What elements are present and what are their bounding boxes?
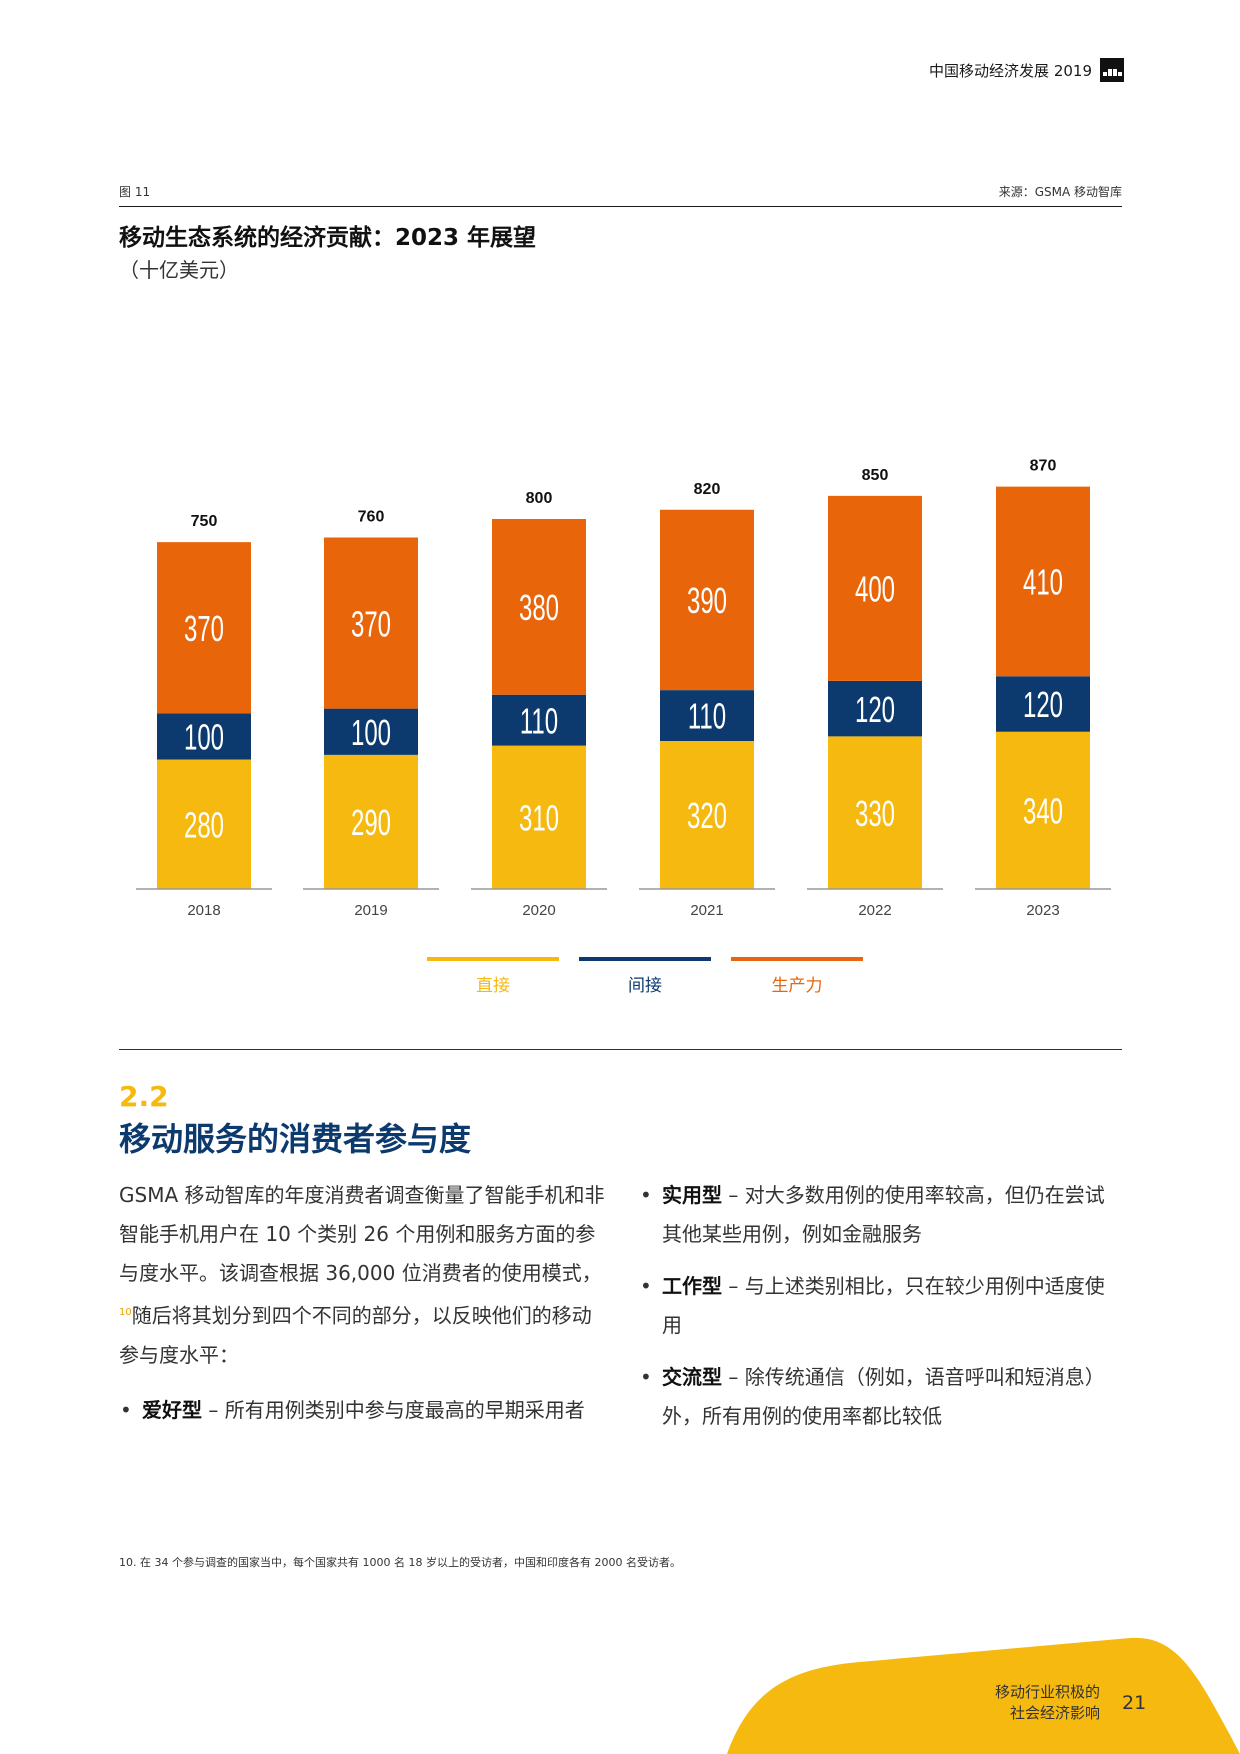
- section-number: 2.2: [119, 1080, 169, 1113]
- page-number: 21: [1122, 1692, 1147, 1714]
- section-divider: [119, 1049, 1122, 1050]
- legend-swatch-productivity: [731, 957, 863, 961]
- bullet-dot: •: [640, 1183, 652, 1207]
- bar-segment: [324, 537, 418, 709]
- bullet-dot: •: [640, 1365, 652, 1389]
- total-value-label: 750: [191, 513, 218, 530]
- stacked-bar-chart: 280 100 370 750 2018 290 100 370 760 2019 310 110 38…: [136, 458, 1111, 919]
- bar-segment: [996, 486, 1090, 677]
- intro-text-part1: GSMA 移动智库的年度消费者调查衡量了智能手机和非智能手机用户在 10 个类别…: [119, 1183, 605, 1285]
- segment-value-label: 120: [1023, 685, 1063, 725]
- segment-value-label: 110: [520, 702, 558, 742]
- legend-label-direct: 直接: [476, 976, 510, 996]
- bullet-item: • 工作型 – 与上述类别相比，只在较少用例中适度使用: [640, 1267, 1122, 1345]
- report-title: 中国移动经济发展 2019: [929, 62, 1092, 80]
- legend-swatch-indirect: [579, 957, 711, 961]
- total-value-label: 820: [694, 481, 721, 498]
- legend-item-indirect: 间接: [579, 957, 711, 996]
- bar-segment: [492, 519, 586, 695]
- bar-segment: [660, 741, 754, 889]
- legend-item-direct: 直接: [427, 957, 559, 996]
- segment-value-label: 370: [351, 604, 391, 644]
- bar-segment: [828, 495, 922, 681]
- x-tick-label: 2020: [522, 902, 555, 919]
- segment-value-label: 280: [184, 806, 224, 846]
- total-value-label: 800: [526, 490, 553, 507]
- x-tick-label: 2023: [1026, 902, 1059, 919]
- segment-value-label: 380: [519, 588, 559, 628]
- footer-label: 移动行业积极的 社会经济影响: [995, 1682, 1100, 1724]
- legend-label-productivity: 生产力: [771, 976, 823, 996]
- segment-value-label: 390: [687, 581, 727, 621]
- figure-unit: （十亿美元）: [119, 258, 239, 282]
- bullet-item: • 爱好型 – 所有用例类别中参与度最高的早期采用者: [120, 1391, 609, 1430]
- intro-text-part2: 随后将其划分到四个不同的部分，以反映他们的移动参与度水平：: [119, 1303, 592, 1367]
- intro-paragraph: GSMA 移动智库的年度消费者调查衡量了智能手机和非智能手机用户在 10 个类别…: [119, 1176, 609, 1375]
- segment-value-label: 290: [351, 803, 391, 843]
- total-value-label: 850: [862, 467, 889, 484]
- bar-segment: [660, 690, 754, 741]
- segment-value-label: 100: [184, 718, 224, 758]
- bullet-item: • 交流型 – 除传统通信（例如，语音呼叫和短消息）外，所有用例的使用率都比较低: [640, 1358, 1122, 1436]
- segment-value-label: 120: [855, 690, 895, 730]
- bullet-dot: •: [120, 1398, 132, 1422]
- total-value-label: 760: [358, 509, 385, 526]
- bullet-text: – 对大多数用例的使用率较高，但仍在尝试其他某些用例，例如金融服务: [662, 1183, 1105, 1246]
- segment-value-label: 400: [855, 570, 895, 610]
- bar-segment: [828, 680, 922, 737]
- x-tick-label: 2019: [354, 902, 387, 919]
- bar-segment: [828, 736, 922, 889]
- legend-item-productivity: 生产力: [731, 957, 863, 996]
- legend-label-indirect: 间接: [628, 976, 662, 996]
- segment-value-label: 320: [687, 796, 727, 836]
- figure-source: 来源：GSMA 移动智库: [998, 185, 1122, 199]
- bullet-text: – 与上述类别相比，只在较少用例中适度使用: [662, 1274, 1105, 1337]
- figure-number: 图 11: [119, 185, 151, 199]
- segment-value-label: 410: [1023, 563, 1063, 603]
- segment-value-label: 330: [855, 794, 895, 834]
- bullet-term: 实用型: [662, 1183, 722, 1207]
- footnote: 10. 在 34 个参与调查的国家当中，每个国家共有 1000 名 18 岁以上…: [119, 1556, 681, 1569]
- segment-value-label: 370: [184, 609, 224, 649]
- bullet-text: – 除传统通信（例如，语音呼叫和短消息）外，所有用例的使用率都比较低: [662, 1365, 1105, 1428]
- figure-title: 移动生态系统的经济贡献：2023 年展望: [119, 225, 537, 251]
- bar-segment: [492, 745, 586, 889]
- bullet-term: 爱好型: [142, 1398, 202, 1422]
- bar-segment: [324, 708, 418, 755]
- segment-value-label: 340: [1023, 792, 1063, 832]
- x-tick-label: 2018: [187, 902, 220, 919]
- segment-value-label: 110: [688, 697, 726, 737]
- figure-divider: [119, 206, 1122, 207]
- bullet-item: • 实用型 – 对大多数用例的使用率较高，但仍在尝试其他某些用例，例如金融服务: [640, 1176, 1122, 1254]
- bar-segment: [157, 542, 251, 714]
- gsma-logo: [1100, 58, 1124, 82]
- bar-segment: [996, 731, 1090, 889]
- bullet-term: 交流型: [662, 1365, 722, 1389]
- bar-segment: [996, 676, 1090, 732]
- footnote-ref[interactable]: 10: [119, 1307, 132, 1318]
- bar-segment: [492, 694, 586, 746]
- total-value-label: 870: [1030, 458, 1057, 475]
- bullet-dot: •: [640, 1274, 652, 1298]
- x-tick-label: 2022: [858, 902, 891, 919]
- bar-segment: [660, 509, 754, 691]
- bar-segment: [324, 754, 418, 889]
- bullet-term: 工作型: [662, 1274, 722, 1298]
- bar-segment: [157, 713, 251, 760]
- section-title: 移动服务的消费者参与度: [119, 1120, 472, 1158]
- bullet-text: – 所有用例类别中参与度最高的早期采用者: [202, 1398, 585, 1422]
- footer-label-line1: 移动行业积极的: [994, 1683, 1100, 1701]
- segment-value-label: 100: [351, 713, 391, 753]
- segment-value-label: 310: [519, 799, 559, 839]
- legend-swatch-direct: [427, 957, 559, 961]
- bar-segment: [157, 759, 251, 889]
- footer-label-line2: 社会经济影响: [1009, 1704, 1100, 1722]
- x-tick-label: 2021: [690, 902, 723, 919]
